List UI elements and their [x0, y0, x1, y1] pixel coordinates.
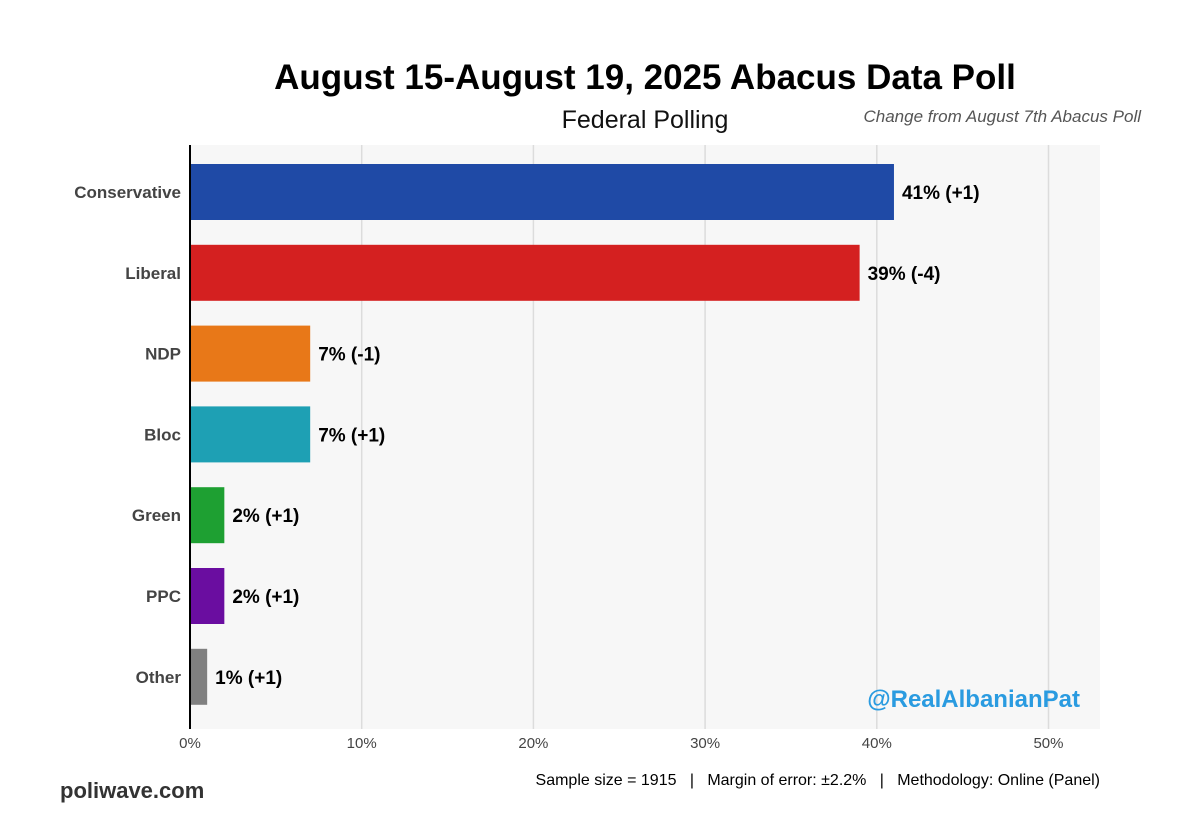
x-tick-label: 10%	[347, 735, 377, 752]
data-label: 41% (+1)	[902, 183, 980, 204]
chart-subtitle: Federal Polling	[561, 106, 729, 134]
bar	[190, 164, 894, 220]
bars	[190, 164, 894, 705]
category-label: NDP	[145, 345, 181, 364]
bar	[190, 568, 225, 624]
bar	[190, 244, 860, 301]
data-label: 2% (+1)	[232, 506, 299, 527]
data-label: 7% (+1)	[318, 425, 385, 446]
bar	[190, 325, 311, 382]
data-label: 7% (-1)	[318, 345, 380, 366]
x-tick-label: 20%	[518, 735, 548, 752]
category-label: Bloc	[144, 425, 181, 444]
x-tick-label: 30%	[690, 735, 720, 752]
bar	[190, 648, 208, 705]
change-note: Change from August 7th Abacus Poll	[863, 107, 1141, 126]
data-labels: 41% (+1) 39% (-4) 7% (-1) 7% (+1) 2% (+1) 2% …	[215, 183, 979, 689]
x-tick-labels: 0% 10% 20% 30% 40% 50%	[179, 735, 1063, 752]
category-label: Conservative	[74, 183, 181, 202]
grid-lines	[360, 145, 1050, 729]
category-labels: Conservative Liberal NDP Bloc Green PPC Other	[74, 183, 181, 687]
watermark-handle: @RealAlbanianPat	[867, 686, 1080, 713]
category-label: Green	[132, 506, 181, 525]
data-label: 39% (-4)	[868, 264, 941, 285]
chart-title: August 15-August 19, 2025 Abacus Data Po…	[274, 58, 1016, 97]
category-label: PPC	[146, 587, 181, 606]
plot-background	[190, 145, 1100, 729]
x-tick-label: 40%	[862, 735, 892, 752]
category-label: Other	[136, 668, 182, 687]
site-credit: poliwave.com	[60, 778, 205, 803]
data-label: 2% (+1)	[232, 587, 299, 608]
category-label: Liberal	[125, 264, 181, 283]
methodology-note: Sample size = 1915 | Margin of error: ±2…	[535, 772, 1100, 789]
x-tick-label: 50%	[1033, 735, 1063, 752]
bar	[190, 487, 225, 544]
x-tick-label: 0%	[179, 735, 201, 752]
bar	[190, 406, 311, 463]
data-label: 1% (+1)	[215, 668, 282, 689]
